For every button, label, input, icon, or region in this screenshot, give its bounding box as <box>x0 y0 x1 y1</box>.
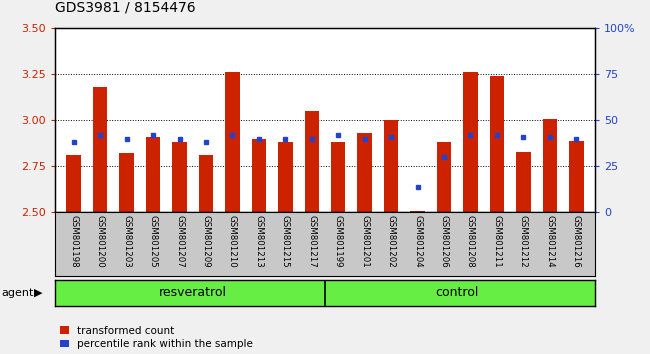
Text: GSM801206: GSM801206 <box>439 215 448 268</box>
Bar <box>304 111 319 212</box>
Text: GSM801207: GSM801207 <box>175 215 184 268</box>
Text: GSM801215: GSM801215 <box>281 215 290 268</box>
Text: GSM801212: GSM801212 <box>519 215 528 268</box>
Text: GSM801209: GSM801209 <box>202 215 211 268</box>
Bar <box>384 120 398 212</box>
Text: GSM801198: GSM801198 <box>70 215 78 268</box>
Bar <box>358 133 372 212</box>
Text: ▶: ▶ <box>34 288 42 298</box>
Text: agent: agent <box>1 288 34 298</box>
Bar <box>410 211 425 212</box>
Text: GSM801205: GSM801205 <box>149 215 157 268</box>
Text: GSM801216: GSM801216 <box>572 215 580 268</box>
Text: GSM801202: GSM801202 <box>387 215 396 268</box>
Text: GSM801210: GSM801210 <box>228 215 237 268</box>
Bar <box>225 73 240 212</box>
Text: GSM801217: GSM801217 <box>307 215 317 268</box>
Bar <box>120 154 134 212</box>
Text: resveratrol: resveratrol <box>159 286 227 299</box>
Bar <box>146 137 161 212</box>
Legend: transformed count, percentile rank within the sample: transformed count, percentile rank withi… <box>60 326 253 349</box>
Text: GSM801204: GSM801204 <box>413 215 422 268</box>
Bar <box>172 142 187 212</box>
Bar <box>66 155 81 212</box>
Bar <box>331 142 346 212</box>
Text: GSM801211: GSM801211 <box>493 215 501 268</box>
Text: GSM801213: GSM801213 <box>254 215 263 268</box>
Bar <box>516 152 530 212</box>
Bar <box>543 119 557 212</box>
Text: GSM801214: GSM801214 <box>545 215 554 268</box>
Bar <box>569 141 584 212</box>
Bar <box>199 155 213 212</box>
Text: GSM801203: GSM801203 <box>122 215 131 268</box>
Bar <box>463 73 478 212</box>
Text: GSM801199: GSM801199 <box>333 215 343 268</box>
Text: GSM801208: GSM801208 <box>466 215 475 268</box>
Bar <box>489 76 504 212</box>
Bar <box>437 142 451 212</box>
Text: GSM801201: GSM801201 <box>360 215 369 268</box>
Bar <box>252 139 266 212</box>
Text: GSM801200: GSM801200 <box>96 215 105 268</box>
Bar <box>278 142 292 212</box>
Text: control: control <box>436 286 479 299</box>
Text: GDS3981 / 8154476: GDS3981 / 8154476 <box>55 0 196 14</box>
Bar <box>93 87 107 212</box>
